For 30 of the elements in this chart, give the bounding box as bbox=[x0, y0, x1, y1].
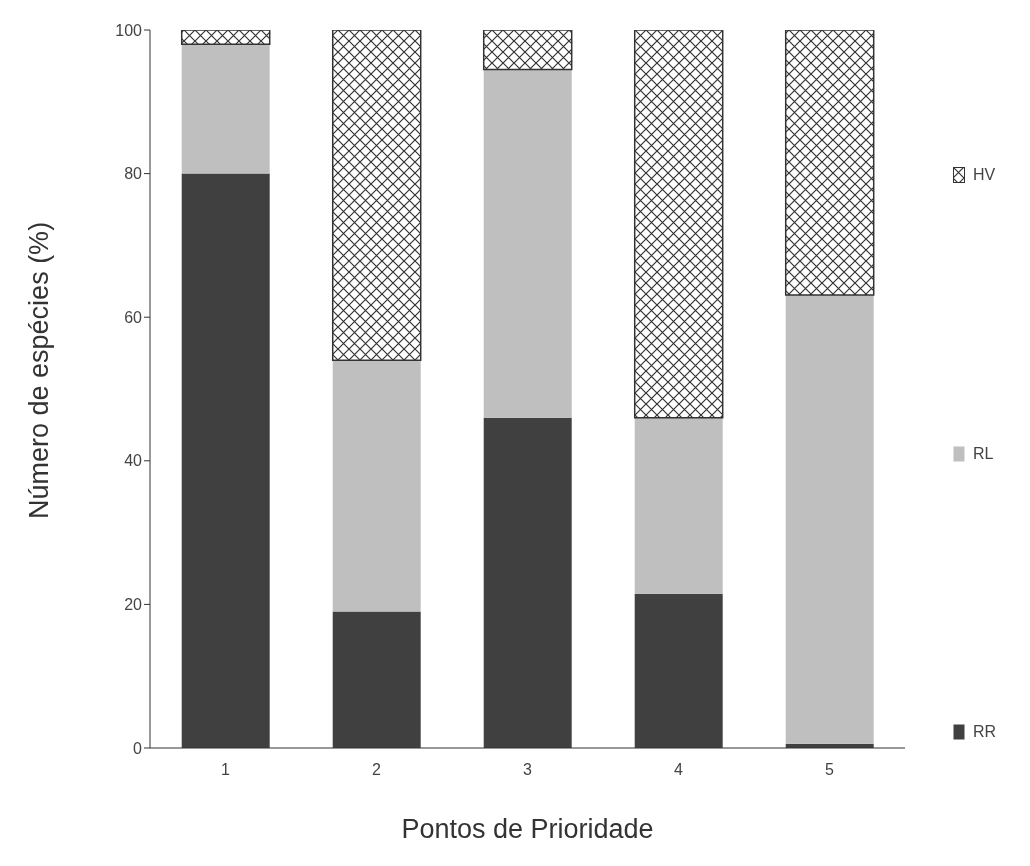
bar bbox=[332, 611, 421, 748]
bar bbox=[633, 30, 724, 419]
bar bbox=[634, 417, 723, 594]
y-tick-label: 20 bbox=[124, 596, 143, 614]
bar bbox=[181, 44, 270, 174]
x-tick-label: 2 bbox=[372, 761, 382, 779]
bar bbox=[634, 593, 723, 748]
y-axis-title: Número de espécies (%) bbox=[23, 221, 54, 519]
bar bbox=[181, 173, 270, 748]
bar bbox=[785, 294, 874, 744]
y-tick-label: 40 bbox=[124, 452, 143, 470]
x-tick-label: 5 bbox=[825, 761, 835, 779]
legend-label: HV bbox=[973, 166, 996, 184]
x-tick-label: 1 bbox=[221, 761, 231, 779]
y-tick-label: 100 bbox=[115, 21, 143, 39]
bar bbox=[482, 30, 573, 71]
x-tick-label: 3 bbox=[523, 761, 533, 779]
bar bbox=[483, 69, 572, 418]
bar bbox=[332, 360, 421, 612]
x-axis-title: Pontos de Prioridade bbox=[401, 814, 654, 844]
bar bbox=[483, 417, 572, 748]
bar bbox=[331, 30, 422, 362]
legend-label: RL bbox=[973, 444, 994, 463]
x-tick-label: 4 bbox=[674, 761, 684, 779]
bar bbox=[180, 30, 271, 46]
legend-label: RR bbox=[973, 723, 997, 741]
y-tick-label: 60 bbox=[124, 308, 143, 326]
bar bbox=[784, 30, 875, 296]
y-tick-label: 0 bbox=[133, 739, 143, 757]
y-tick-label: 80 bbox=[124, 165, 143, 183]
